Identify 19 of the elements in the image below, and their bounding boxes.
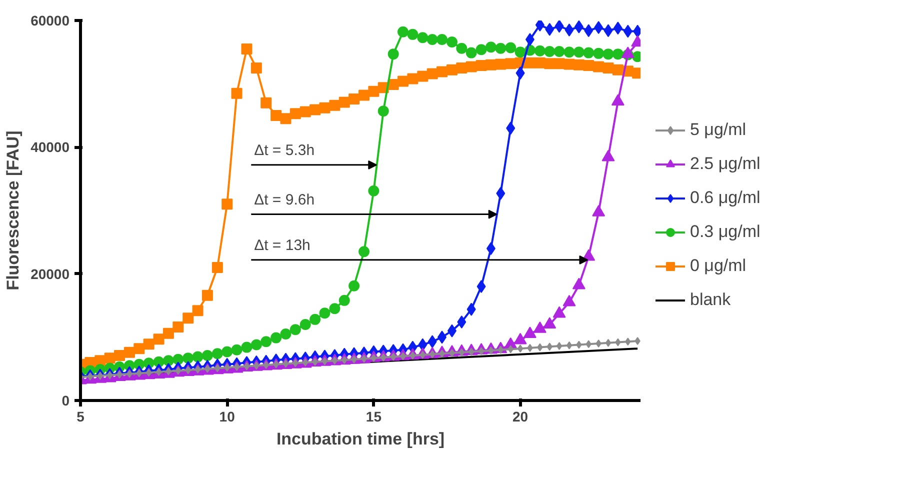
y-tick-label: 60000 bbox=[30, 12, 70, 28]
x-tick-label: 20 bbox=[512, 408, 528, 424]
legend-label: 0.3 μg/ml bbox=[690, 222, 760, 242]
x-tick-label: 10 bbox=[219, 408, 236, 424]
y-tick-label: 20000 bbox=[30, 266, 70, 282]
legend-label: blank bbox=[690, 290, 731, 310]
x-tick-label: 5 bbox=[76, 408, 85, 424]
y-tick-label: 40000 bbox=[30, 139, 70, 156]
x-axis-title: Incubation time [hrs] bbox=[276, 430, 445, 448]
annotation: Δt = 5.3h bbox=[254, 142, 315, 159]
legend-label: 0.6 μg/ml bbox=[690, 188, 760, 208]
annotation: Δt = 9.6h bbox=[254, 191, 315, 208]
y-tick-label: 0 bbox=[62, 392, 70, 408]
legend-label: 0 μg/ml bbox=[690, 256, 746, 276]
annotation: Δt = 13h bbox=[254, 236, 310, 254]
y-axis-title: Fluorescence [FAU] bbox=[4, 130, 23, 290]
legend-label: 5 μg/ml bbox=[690, 120, 746, 140]
legend-label: 2.5 μg/ml bbox=[690, 154, 760, 174]
x-tick-label: 15 bbox=[366, 408, 382, 424]
